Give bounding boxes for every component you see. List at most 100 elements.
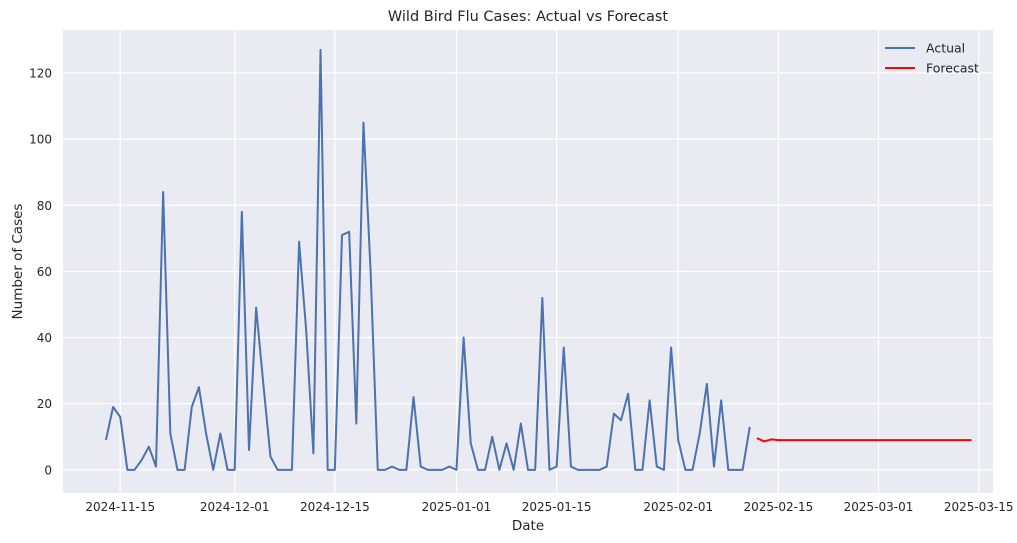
grid-lines	[63, 30, 993, 493]
legend-label-actual: Actual	[926, 41, 965, 56]
x-tick-label: 2025-03-15	[944, 500, 1014, 514]
data-point-actual	[420, 466, 422, 468]
data-point-actual	[448, 466, 450, 468]
data-point-actual	[184, 469, 186, 471]
data-point-actual	[584, 469, 586, 471]
data-point-actual	[663, 469, 665, 471]
data-point-actual	[455, 469, 457, 471]
data-point-actual	[591, 469, 593, 471]
data-point-actual	[727, 469, 729, 471]
data-point-forecast	[849, 439, 851, 441]
data-point-actual	[198, 386, 200, 388]
data-point-actual	[355, 423, 357, 425]
data-point-forecast	[971, 439, 973, 441]
data-point-actual	[176, 469, 178, 471]
data-point-actual	[269, 456, 271, 458]
data-point-actual	[677, 439, 679, 441]
data-point-actual	[506, 442, 508, 444]
data-point-actual	[413, 396, 415, 398]
data-point-actual	[670, 346, 672, 348]
data-point-actual	[599, 469, 601, 471]
x-tick-label: 2025-01-15	[522, 500, 592, 514]
data-point-actual	[548, 469, 550, 471]
data-point-actual	[613, 413, 615, 415]
data-point-actual	[405, 469, 407, 471]
data-point-forecast	[878, 439, 880, 441]
data-point-actual	[119, 416, 121, 418]
x-tick-label: 2025-03-01	[844, 500, 914, 514]
data-point-actual	[262, 383, 264, 385]
legend: Actual Forecast	[885, 41, 979, 76]
y-tick-label: 80	[37, 199, 52, 213]
data-point-actual	[162, 191, 164, 193]
x-tick-label: 2024-12-01	[200, 500, 270, 514]
data-point-actual	[556, 466, 558, 468]
data-point-actual	[126, 469, 128, 471]
data-point-actual	[248, 449, 250, 451]
data-point-actual	[291, 469, 293, 471]
data-point-actual	[362, 122, 364, 124]
data-point-actual	[234, 469, 236, 471]
y-tick-label: 20	[37, 397, 52, 411]
data-point-actual	[463, 337, 465, 339]
x-tick-label: 2025-01-01	[422, 500, 492, 514]
data-point-actual	[656, 466, 658, 468]
data-point-actual	[169, 432, 171, 434]
data-point-actual	[563, 346, 565, 348]
data-point-actual	[398, 469, 400, 471]
data-point-actual	[277, 469, 279, 471]
data-point-actual	[148, 446, 150, 448]
data-point-actual	[649, 399, 651, 401]
data-point-actual	[305, 330, 307, 332]
series-line-actual	[104, 48, 751, 471]
x-tick-label: 2025-02-15	[744, 500, 814, 514]
legend-label-forecast: Forecast	[926, 61, 979, 76]
data-point-actual	[377, 469, 379, 471]
x-axis-label: Date	[512, 518, 544, 534]
data-point-forecast	[756, 437, 758, 439]
data-point-actual	[255, 307, 257, 309]
data-point-actual	[749, 426, 751, 428]
data-point-actual	[513, 469, 515, 471]
data-point-actual	[205, 432, 207, 434]
data-point-actual	[534, 469, 536, 471]
y-tick-label: 100	[29, 133, 52, 147]
y-tick-label: 60	[37, 265, 52, 279]
plot-area	[63, 30, 993, 493]
data-point-actual	[441, 469, 443, 471]
y-tick-label: 120	[29, 66, 52, 80]
data-point-actual	[241, 211, 243, 213]
data-point-actual	[112, 406, 114, 408]
y-axis-ticks: 0 20 40 60 80 100 120	[29, 66, 52, 477]
y-tick-label: 0	[44, 463, 52, 477]
data-point-actual	[684, 469, 686, 471]
data-point-actual	[541, 297, 543, 299]
data-point-forecast	[777, 439, 779, 441]
series-layer	[104, 48, 973, 471]
data-point-forecast	[813, 439, 815, 441]
data-point-actual	[191, 406, 193, 408]
data-point-actual	[742, 469, 744, 471]
data-point-actual	[312, 452, 314, 454]
data-point-actual	[341, 234, 343, 236]
data-point-actual	[219, 432, 221, 434]
data-point-forecast	[906, 439, 908, 441]
data-point-actual	[212, 469, 214, 471]
data-point-actual	[470, 442, 472, 444]
data-point-actual	[298, 241, 300, 243]
data-point-actual	[434, 469, 436, 471]
data-point-actual	[391, 466, 393, 468]
data-point-actual	[370, 270, 372, 272]
data-point-actual	[491, 436, 493, 438]
data-point-actual	[484, 469, 486, 471]
data-point-actual	[427, 469, 429, 471]
data-point-actual	[477, 469, 479, 471]
data-point-actual	[527, 469, 529, 471]
data-point-actual	[570, 466, 572, 468]
data-point-actual	[327, 469, 329, 471]
data-point-actual	[606, 466, 608, 468]
data-point-actual	[713, 466, 715, 468]
x-tick-label: 2025-02-01	[643, 500, 713, 514]
data-point-actual	[227, 469, 229, 471]
